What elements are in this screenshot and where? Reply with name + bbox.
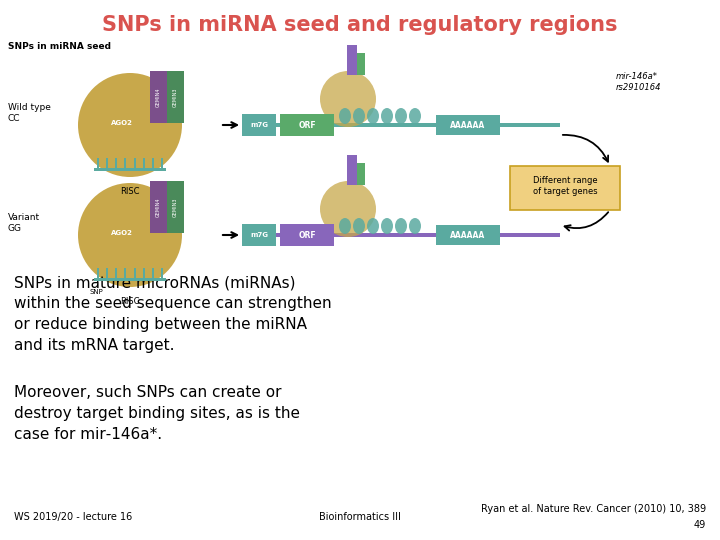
Ellipse shape	[339, 218, 351, 234]
Bar	[134, 268, 135, 278]
Text: GEMIN3: GEMIN3	[173, 87, 178, 107]
Bar	[150, 181, 167, 233]
Text: 49: 49	[694, 520, 706, 530]
Circle shape	[320, 71, 376, 127]
Bar	[161, 268, 163, 278]
Bar	[125, 268, 127, 278]
Text: GEMIN4: GEMIN4	[156, 87, 161, 107]
Ellipse shape	[367, 218, 379, 234]
Bar	[115, 268, 117, 278]
Bar	[280, 224, 334, 246]
Bar	[347, 155, 357, 185]
Text: RISC: RISC	[120, 297, 140, 306]
Bar	[242, 224, 276, 246]
Bar	[143, 268, 145, 278]
Ellipse shape	[339, 108, 351, 124]
Text: Variant
GG: Variant GG	[8, 213, 40, 233]
Bar	[115, 158, 117, 168]
Bar	[161, 158, 163, 168]
Bar	[436, 115, 500, 135]
Bar	[280, 114, 334, 136]
Bar	[510, 166, 620, 210]
Bar	[152, 268, 154, 278]
Bar	[94, 168, 166, 171]
Text: Ryan et al. Nature Rev. Cancer (2010) 10, 389: Ryan et al. Nature Rev. Cancer (2010) 10…	[481, 504, 706, 514]
Ellipse shape	[409, 108, 421, 124]
Bar	[347, 45, 357, 75]
Bar	[167, 71, 184, 123]
Ellipse shape	[381, 218, 393, 234]
Bar	[242, 233, 560, 237]
Ellipse shape	[395, 218, 407, 234]
Ellipse shape	[409, 218, 421, 234]
Circle shape	[78, 73, 182, 177]
Bar	[242, 114, 276, 136]
Bar	[510, 166, 620, 210]
Text: Moreover, such SNPs can create or
destroy target binding sites, as is the
case f: Moreover, such SNPs can create or destro…	[14, 385, 300, 442]
Circle shape	[320, 181, 376, 237]
Text: ORF: ORF	[298, 231, 316, 240]
Bar	[125, 158, 127, 168]
Text: AAAAAA: AAAAAA	[451, 120, 485, 130]
Ellipse shape	[367, 108, 379, 124]
Bar	[134, 158, 135, 168]
Ellipse shape	[353, 108, 365, 124]
Text: ORF: ORF	[298, 120, 316, 130]
Ellipse shape	[353, 218, 365, 234]
Bar	[357, 163, 365, 185]
Text: WS 2019/20 - lecture 16: WS 2019/20 - lecture 16	[14, 512, 132, 522]
Ellipse shape	[395, 108, 407, 124]
Text: m7G: m7G	[250, 122, 268, 128]
Text: Bioinformatics III: Bioinformatics III	[319, 512, 401, 522]
Bar	[94, 278, 166, 281]
Text: RISC: RISC	[120, 187, 140, 196]
Bar	[150, 71, 167, 123]
Text: m7G: m7G	[250, 232, 268, 238]
Text: AAAAAA: AAAAAA	[451, 231, 485, 240]
Bar	[242, 123, 560, 127]
Bar	[97, 158, 99, 168]
Bar	[106, 158, 108, 168]
Text: SNPs in miRNA seed and regulatory regions: SNPs in miRNA seed and regulatory region…	[102, 15, 618, 35]
Text: SNPs in mature microRNAs (miRNAs)
within the seed sequence can strengthen
or red: SNPs in mature microRNAs (miRNAs) within…	[14, 275, 332, 353]
Text: SNPs in miRNA seed: SNPs in miRNA seed	[8, 42, 111, 51]
Text: Different range
of target genes: Different range of target genes	[533, 176, 598, 195]
Text: mir-146a*
rs2910164: mir-146a* rs2910164	[616, 72, 662, 92]
Bar	[357, 53, 365, 75]
Text: GEMIN3: GEMIN3	[173, 197, 178, 217]
Text: AGO2: AGO2	[111, 120, 133, 126]
Bar	[97, 268, 99, 278]
Text: Wild type
CC: Wild type CC	[8, 103, 51, 123]
Bar	[436, 225, 500, 245]
Text: SNP: SNP	[90, 289, 104, 295]
Text: GEMIN4: GEMIN4	[156, 197, 161, 217]
Ellipse shape	[381, 108, 393, 124]
Text: AGO2: AGO2	[111, 230, 133, 236]
Bar	[106, 268, 108, 278]
Bar	[143, 158, 145, 168]
Bar	[152, 158, 154, 168]
Bar	[167, 181, 184, 233]
Circle shape	[78, 183, 182, 287]
